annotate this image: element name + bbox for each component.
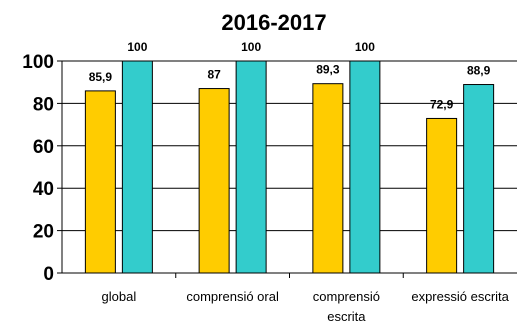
data-label: 85,9 [89,70,113,84]
data-label: 100 [355,40,375,54]
data-label: 100 [127,40,147,54]
y-tick-label: 20 [33,222,54,243]
data-label: 89,3 [316,63,340,77]
x-tick-label: comprensió oral [186,289,279,304]
y-tick-label: 100 [22,52,54,73]
y-tick-label: 60 [33,137,54,158]
data-label: 72,9 [430,97,454,111]
bar [426,117,458,274]
y-tick-label: 80 [33,94,54,115]
x-tick-label: comprensió [313,289,380,304]
bar [349,60,381,274]
y-axis-ticks: 0 20 40 60 80 100 [22,52,54,285]
data-labels: 85,9 100 87 100 89,3 100 72,9 88,9 [89,40,491,111]
x-axis-ticks: global comprensió oral comprensió escrita ex… [102,289,510,324]
x-tick-label: global [102,289,137,304]
y-tick-label: 40 [33,179,54,200]
bar [84,90,116,274]
bar [198,88,230,274]
data-label: 100 [241,40,261,54]
bar [121,60,153,274]
bars [84,60,495,274]
data-label: 88,9 [467,64,491,78]
axes [57,60,517,278]
y-tick-label: 0 [43,264,54,285]
chart-title: 2016-2017 [221,10,326,35]
bar [235,60,267,274]
bar [463,84,495,274]
x-tick-label: expressió escrita [411,289,509,304]
bar [312,83,344,274]
x-tick-label: escrita [327,309,366,324]
data-label: 87 [207,68,221,82]
